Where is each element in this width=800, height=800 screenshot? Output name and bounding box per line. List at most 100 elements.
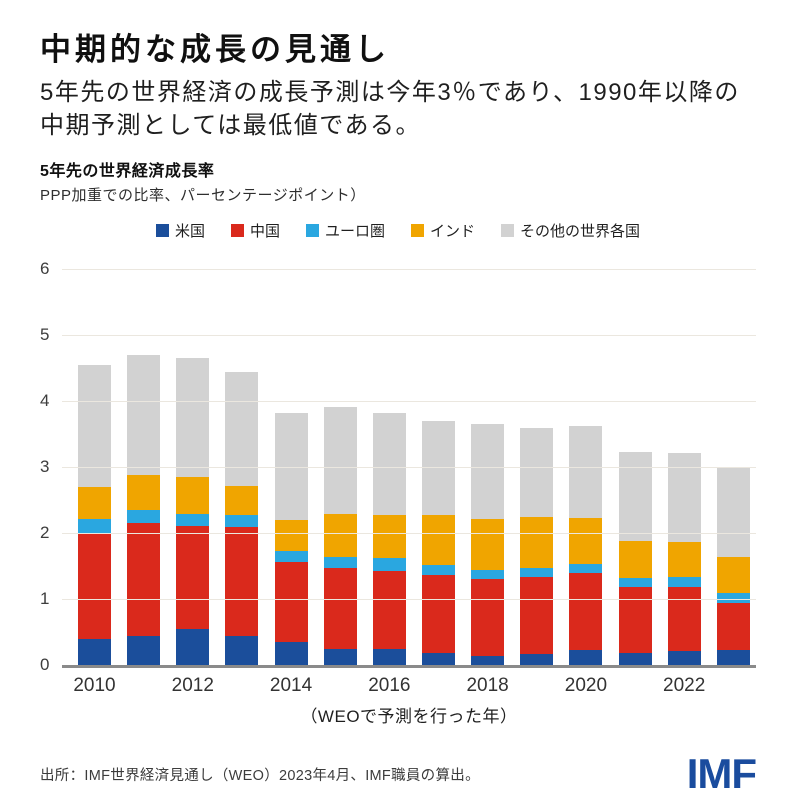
imf-logo: IMF	[686, 750, 757, 798]
y-tick-label: 3	[40, 457, 50, 477]
bar-segment	[225, 486, 259, 515]
bar-2011	[127, 355, 161, 666]
legend-item: 中国	[230, 220, 280, 241]
bar-segment	[667, 576, 701, 587]
x-tick-cell: 2018	[466, 675, 508, 699]
bar-segment	[78, 518, 111, 534]
bar-segment	[618, 452, 652, 541]
gridline	[62, 533, 756, 535]
bar-segment	[127, 523, 161, 637]
x-axis-ticks: 2010 2012 2014 2016 2018 2020 2022	[62, 668, 756, 699]
bar-segment	[421, 652, 455, 666]
bar-segment	[520, 516, 554, 569]
bar-segment	[520, 427, 554, 517]
bar-segment	[274, 561, 308, 643]
bar-segment	[127, 636, 161, 666]
bar-segment	[569, 518, 603, 564]
legend-label: 中国	[249, 223, 280, 241]
bar-segment	[127, 474, 161, 511]
bar-segment	[520, 568, 554, 577]
bar-segment	[78, 638, 111, 666]
x-tick-cell	[324, 675, 357, 699]
y-tick-label: 5	[40, 325, 50, 345]
page-subtitle: 5年先の世界経済の成長予測は今年3％であり、1990年以降の 中期予測としては最…	[40, 77, 756, 142]
page-title: 中期的な成長の見通し	[40, 32, 390, 67]
bar-segment	[225, 514, 259, 528]
y-tick-label: 1	[40, 589, 50, 609]
bar-segment	[716, 557, 750, 594]
bar-segment	[716, 467, 750, 558]
legend-item: 米国	[155, 220, 205, 241]
bar-segment	[127, 355, 161, 475]
bars-row	[62, 272, 756, 666]
x-tick-cell: 2010	[73, 675, 115, 699]
bar-segment	[78, 533, 111, 639]
bar-segment	[372, 413, 406, 515]
bar-segment	[471, 424, 505, 519]
bar-segment	[274, 551, 308, 562]
bar-segment	[471, 518, 505, 571]
subtitle-line-1: 5年先の世界経済の成長予測は今年3％であり、1990年以降の	[40, 79, 740, 106]
bar-segment	[569, 650, 603, 666]
bar-2019	[520, 427, 554, 666]
bar-segment	[667, 586, 701, 652]
x-tick-cell: 2016	[368, 675, 410, 699]
bar-segment	[618, 540, 652, 579]
bar-segment	[520, 654, 554, 666]
bar-2016	[372, 413, 406, 666]
x-axis-caption: （WEOで予測を行った年）	[300, 707, 518, 727]
bar-2023	[716, 467, 750, 666]
legend-swatch-icon	[501, 224, 515, 238]
bar-segment	[274, 520, 308, 552]
bar-segment	[372, 649, 406, 666]
chart-note: PPP加重での比率、パーセンテージポイント）	[40, 187, 366, 205]
chart-title: 5年先の世界経済成長率	[40, 163, 215, 181]
x-tick-cell	[520, 675, 553, 699]
y-tick-label: 4	[40, 391, 50, 411]
bar-2021	[618, 452, 652, 666]
legend: 米国 中国 ユーロ圏 インド その他の世界各国	[40, 220, 756, 241]
bar-2017	[421, 421, 455, 666]
legend-label: 米国	[174, 223, 205, 241]
legend-label: ユーロ圏	[324, 223, 385, 241]
gridline	[62, 335, 756, 337]
bar-segment	[176, 477, 210, 515]
bar-segment	[667, 541, 701, 577]
bar-segment	[471, 570, 505, 580]
bar-segment	[421, 564, 455, 575]
bar-segment	[372, 570, 406, 650]
source-note: 出所：IMF世界経済見通し（WEO）2023年4月、IMF職員の算出。	[40, 767, 480, 784]
bar-segment	[78, 487, 111, 519]
bar-segment	[569, 563, 603, 573]
bar-segment	[520, 576, 554, 655]
x-tick-cell	[127, 675, 160, 699]
bar-segment	[176, 628, 210, 666]
y-tick-label: 2	[40, 523, 50, 543]
legend-swatch-icon	[230, 224, 244, 238]
bar-2012	[176, 358, 210, 666]
x-tick-label: 2014	[269, 675, 313, 697]
bar-segment	[323, 648, 357, 666]
bar-segment	[274, 642, 308, 666]
x-tick-cell	[225, 675, 258, 699]
legend-swatch-icon	[155, 224, 169, 238]
bar-2015	[323, 406, 357, 666]
bar-segment	[225, 371, 259, 487]
bar-segment	[421, 421, 455, 516]
bar-segment	[716, 593, 750, 603]
bar-segment	[176, 514, 210, 526]
bar-segment	[618, 652, 652, 666]
bar-segment	[569, 572, 603, 651]
x-tick-cell	[422, 675, 455, 699]
y-tick-label: 6	[40, 259, 50, 279]
x-tick-cell: 2014	[270, 675, 312, 699]
gridline	[62, 269, 756, 271]
legend-swatch-icon	[411, 224, 424, 238]
x-tick-cell	[717, 675, 750, 699]
bar-segment	[176, 526, 210, 629]
bar-segment	[225, 635, 259, 666]
bar-segment	[716, 602, 750, 651]
bar-segment	[127, 510, 161, 524]
footer: 出所：IMF世界経済見通し（WEO）2023年4月、IMF職員の算出。 IMF	[40, 750, 757, 798]
gridline	[62, 467, 756, 469]
